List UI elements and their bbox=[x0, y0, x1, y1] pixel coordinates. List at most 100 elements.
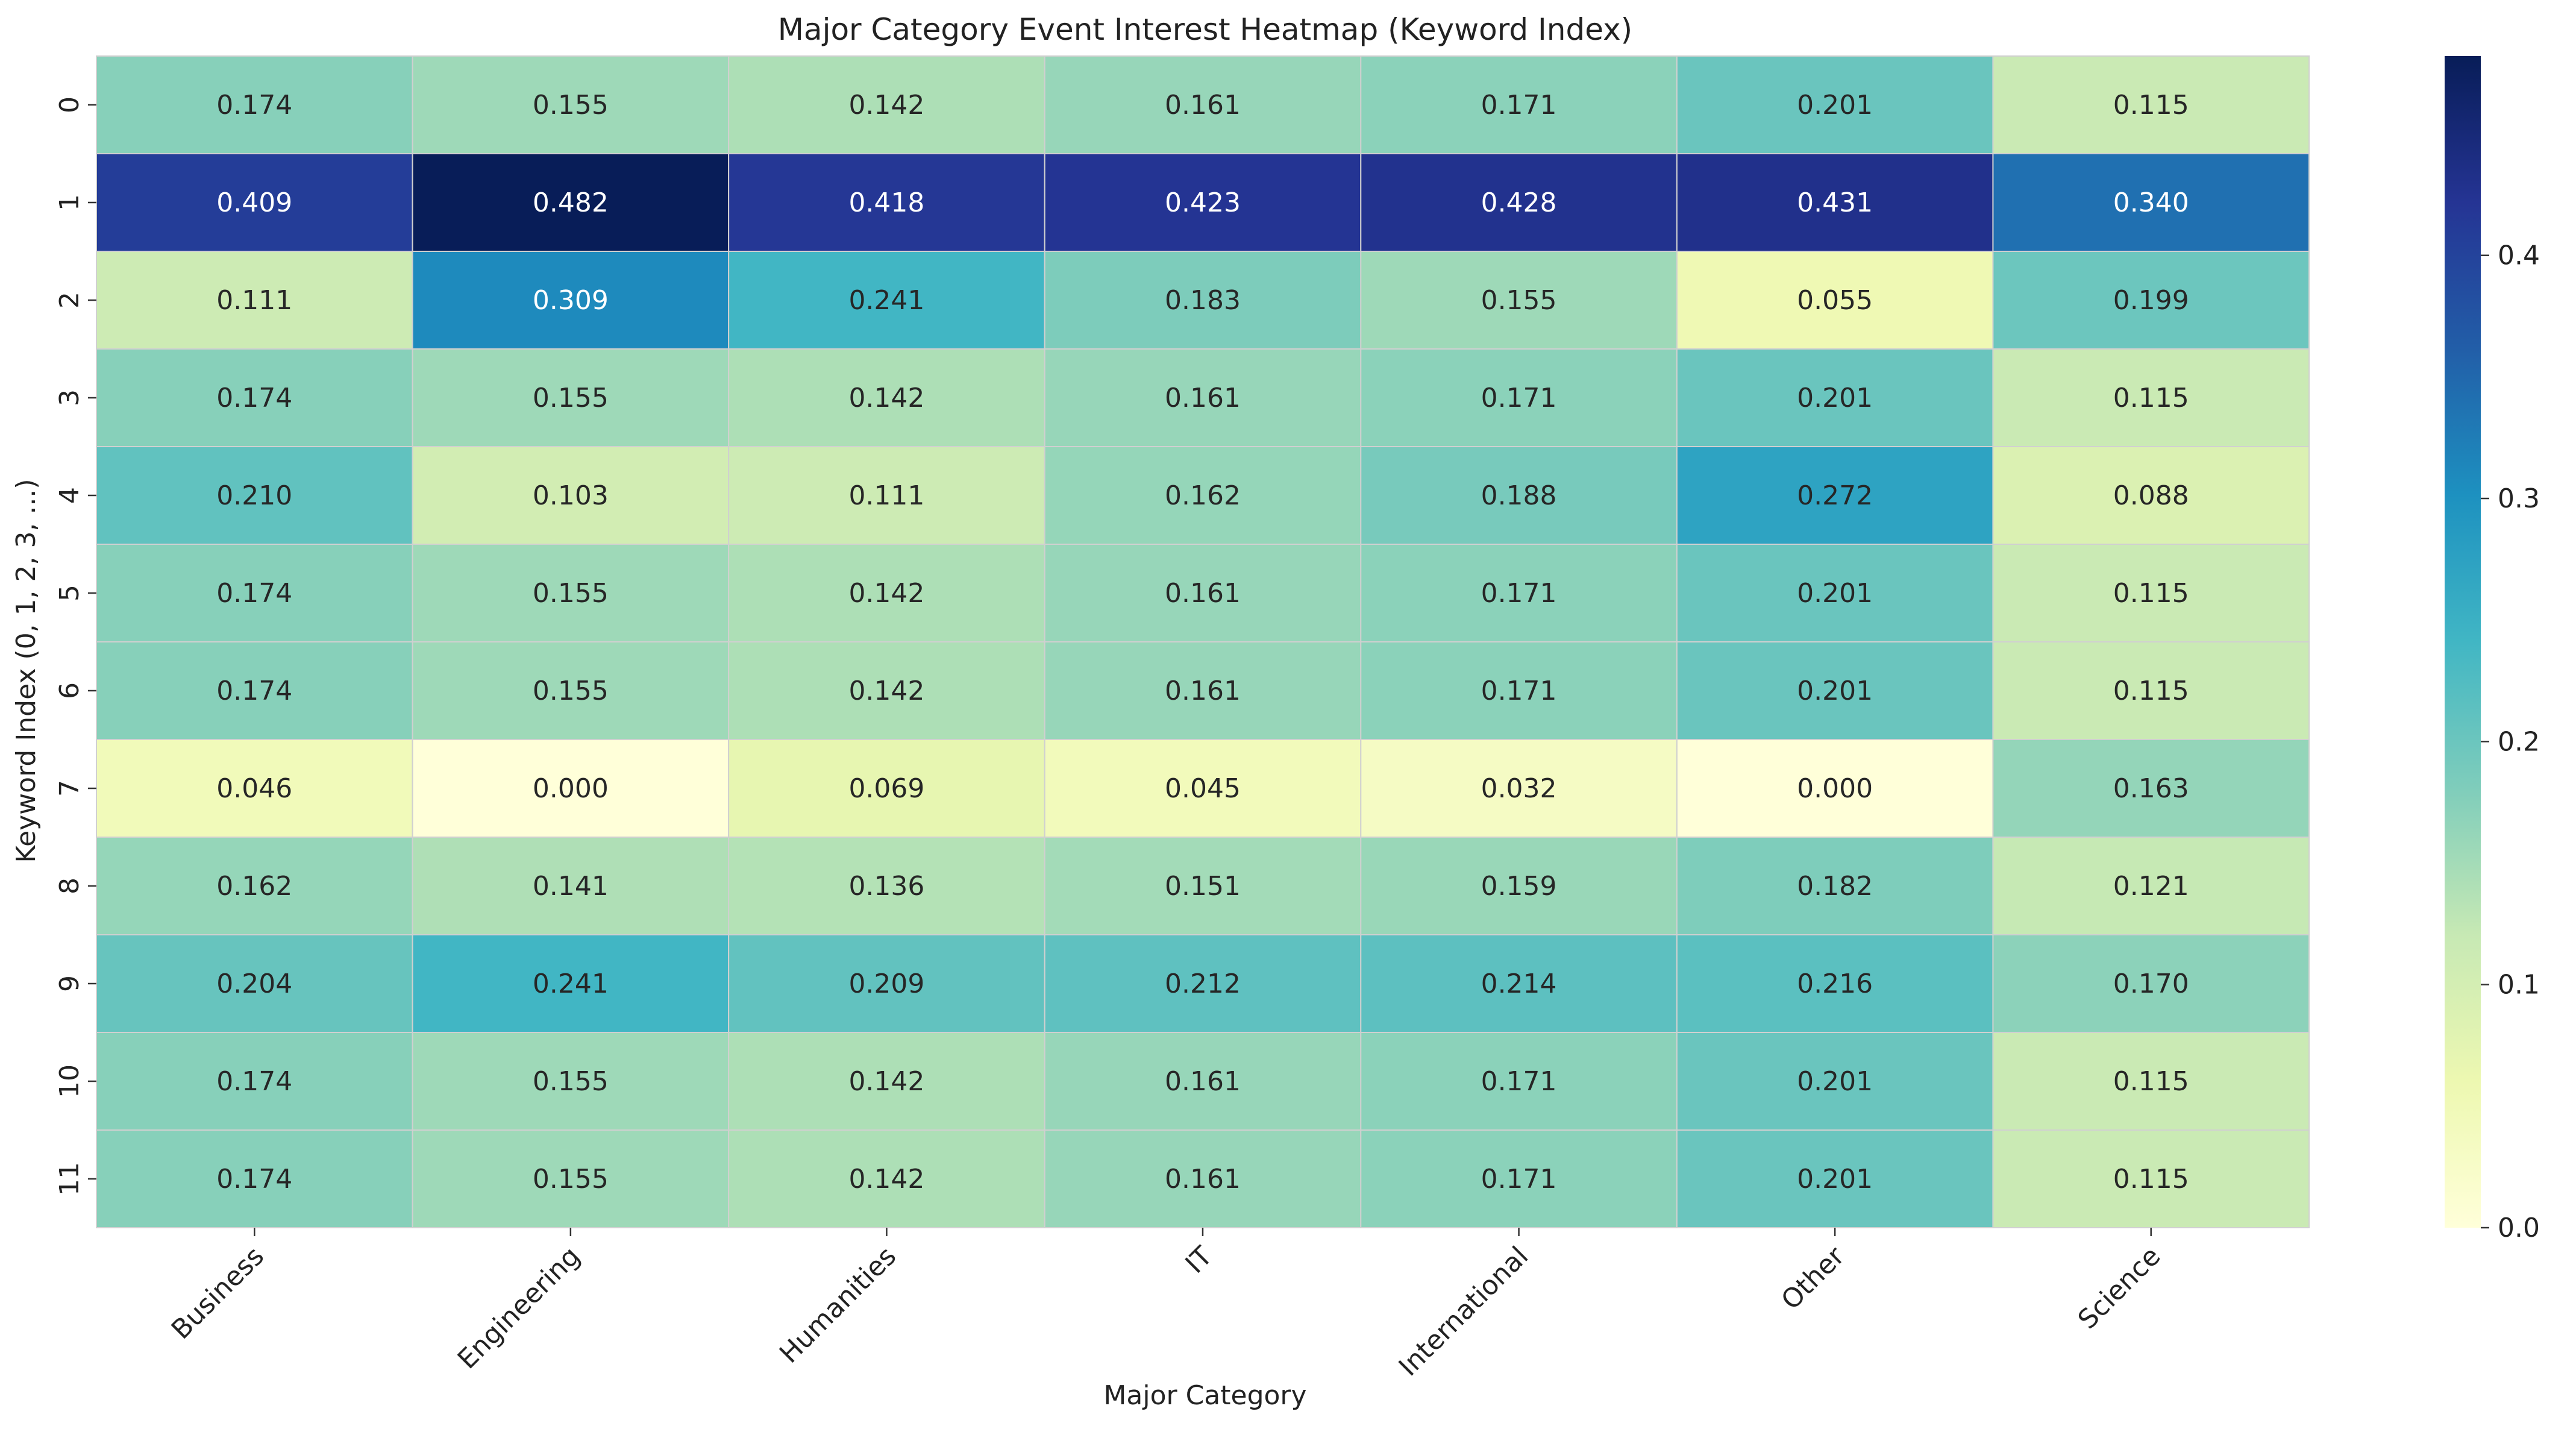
heatmap-cell bbox=[96, 348, 413, 447]
heatmap-cell-label: 0.163 bbox=[2113, 773, 2189, 804]
heatmap-cell bbox=[96, 153, 413, 252]
heatmap-cell-label: 0.115 bbox=[2113, 578, 2189, 609]
heatmap-cell bbox=[1360, 1129, 1678, 1228]
heatmap-cells bbox=[96, 55, 2310, 1228]
heatmap-cell bbox=[1044, 55, 1362, 154]
x-axis-ticks: Business Engineering Humanities IT Internati… bbox=[166, 1228, 2167, 1382]
x-tick-label: Science bbox=[2072, 1241, 2167, 1336]
heatmap-cell-label: 0.142 bbox=[848, 676, 924, 706]
heatmap-cell-label: 0.209 bbox=[848, 969, 924, 999]
heatmap-cell-label: 0.159 bbox=[1481, 871, 1557, 902]
heatmap-cell bbox=[1992, 1129, 2310, 1228]
y-tick-label: 7 bbox=[54, 780, 85, 797]
heatmap-cell-label: 0.188 bbox=[1481, 480, 1557, 511]
heatmap-cell-label: 0.482 bbox=[533, 187, 609, 218]
y-tick-label: 0 bbox=[54, 96, 85, 113]
heatmap-cell-label: 0.170 bbox=[2113, 969, 2189, 999]
heatmap-cell-label: 0.201 bbox=[1797, 578, 1873, 609]
heatmap-cell-label: 0.161 bbox=[1165, 383, 1241, 413]
heatmap-cell bbox=[1676, 348, 1994, 447]
heatmap-cell-label: 0.204 bbox=[216, 969, 292, 999]
heatmap-cell-label: 0.309 bbox=[533, 285, 609, 316]
heatmap-cell-label: 0.409 bbox=[216, 187, 292, 218]
heatmap-cell-label: 0.142 bbox=[848, 1066, 924, 1097]
heatmap-cell bbox=[1992, 641, 2310, 740]
heatmap-cell bbox=[96, 1129, 413, 1228]
heatmap-cell bbox=[1360, 837, 1678, 935]
heatmap-cell-label: 0.142 bbox=[848, 578, 924, 609]
heatmap-cell-label: 0.088 bbox=[2113, 480, 2189, 511]
heatmap-cell bbox=[96, 544, 413, 642]
heatmap-cell-label: 0.103 bbox=[533, 480, 609, 511]
heatmap-cell bbox=[1360, 544, 1678, 642]
y-tick-label: 10 bbox=[54, 1064, 85, 1098]
heatmap-cell-label: 0.162 bbox=[216, 871, 292, 902]
heatmap-cell bbox=[728, 837, 1045, 935]
heatmap-cell-label: 0.111 bbox=[216, 285, 292, 316]
heatmap-cell bbox=[1044, 739, 1362, 838]
heatmap-cell-label: 0.142 bbox=[848, 1164, 924, 1195]
y-tick-label: 5 bbox=[54, 585, 85, 601]
heatmap-cell-label: 0.174 bbox=[216, 578, 292, 609]
heatmap-cell-label: 0.340 bbox=[2113, 187, 2189, 218]
heatmap-cell bbox=[1360, 55, 1678, 154]
heatmap-cell-label: 0.210 bbox=[216, 480, 292, 511]
heatmap-cell-label: 0.032 bbox=[1481, 773, 1557, 804]
heatmap-cell bbox=[1676, 641, 1994, 740]
heatmap-cell-label: 0.151 bbox=[1165, 871, 1241, 902]
heatmap-cell-label: 0.136 bbox=[848, 871, 924, 902]
heatmap-cell-label: 0.000 bbox=[1797, 773, 1873, 804]
heatmap-cell bbox=[412, 348, 730, 447]
heatmap-cell bbox=[412, 1032, 730, 1131]
heatmap-cell bbox=[728, 55, 1045, 154]
heatmap-cell-label: 0.155 bbox=[533, 676, 609, 706]
heatmap-cell bbox=[1360, 934, 1678, 1033]
heatmap-cell bbox=[1044, 641, 1362, 740]
heatmap-cell-label: 0.201 bbox=[1797, 1164, 1873, 1195]
heatmap-cell-label: 0.142 bbox=[848, 383, 924, 413]
heatmap-cell bbox=[96, 934, 413, 1033]
heatmap-cell-label: 0.155 bbox=[533, 90, 609, 121]
heatmap-cell-label: 0.171 bbox=[1481, 578, 1557, 609]
y-tick-label: 4 bbox=[54, 487, 85, 504]
colorbar-tick-label: 0.4 bbox=[2498, 240, 2540, 271]
heatmap-cell bbox=[1044, 544, 1362, 642]
heatmap-cell-label: 0.055 bbox=[1797, 285, 1873, 316]
heatmap-cell bbox=[96, 739, 413, 838]
heatmap-cell bbox=[1992, 153, 2310, 252]
heatmap-cell-label: 0.069 bbox=[848, 773, 924, 804]
heatmap-cell-label: 0.155 bbox=[533, 1164, 609, 1195]
colorbar-tick-label: 0.0 bbox=[2498, 1213, 2540, 1243]
colorbar: 0.0 0.1 0.2 0.3 0.4 bbox=[2445, 56, 2540, 1243]
heatmap-cell bbox=[728, 251, 1045, 350]
heatmap-cell-label: 0.046 bbox=[216, 773, 292, 804]
heatmap-cell bbox=[412, 55, 730, 154]
heatmap-cell-label: 0.174 bbox=[216, 1066, 292, 1097]
heatmap-cell-label: 0.201 bbox=[1797, 90, 1873, 121]
heatmap-cell-label: 0.155 bbox=[533, 383, 609, 413]
heatmap-cell bbox=[1676, 55, 1994, 154]
heatmap-cell-label: 0.431 bbox=[1797, 187, 1873, 218]
heatmap-cell-label: 0.161 bbox=[1165, 1066, 1241, 1097]
chart-title: Major Category Event Interest Heatmap (K… bbox=[778, 12, 1632, 47]
heatmap-cell-label: 0.171 bbox=[1481, 90, 1557, 121]
heatmap-cell bbox=[1044, 934, 1362, 1033]
heatmap-cell bbox=[412, 739, 730, 838]
heatmap-cell bbox=[1044, 251, 1362, 350]
colorbar-tick-label: 0.2 bbox=[2498, 726, 2540, 757]
heatmap-cell-label: 0.155 bbox=[533, 1066, 609, 1097]
heatmap-cell bbox=[1992, 446, 2310, 545]
heatmap-cell bbox=[412, 544, 730, 642]
heatmap-cell bbox=[412, 1129, 730, 1228]
heatmap-cell-label: 0.199 bbox=[2113, 285, 2189, 316]
y-tick-label: 9 bbox=[54, 975, 85, 992]
heatmap-cell bbox=[96, 251, 413, 350]
heatmap-cell bbox=[412, 251, 730, 350]
heatmap-cell-label: 0.428 bbox=[1481, 187, 1557, 218]
colorbar-ticks: 0.0 0.1 0.2 0.3 0.4 bbox=[2481, 240, 2540, 1243]
heatmap-cell-label: 0.161 bbox=[1165, 1164, 1241, 1195]
heatmap-cell-label: 0.174 bbox=[216, 676, 292, 706]
heatmap-cell bbox=[96, 1032, 413, 1131]
heatmap-cell-label: 0.171 bbox=[1481, 383, 1557, 413]
